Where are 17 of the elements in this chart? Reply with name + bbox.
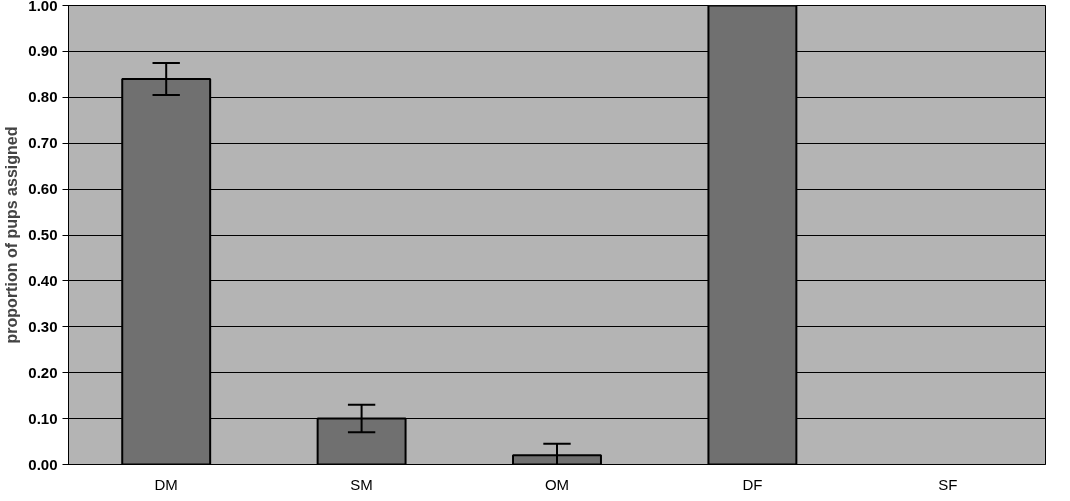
y-tick-label: 1.00	[28, 0, 58, 14]
y-tick-label: 0.50	[28, 226, 58, 243]
x-tick-label: SM	[350, 475, 373, 493]
y-tick-label: 0.30	[28, 317, 58, 335]
y-tick-label: 0.40	[28, 271, 58, 289]
y-axis-title: proportion of pups assigned	[3, 126, 21, 344]
x-tick-label: DF	[742, 475, 763, 493]
y-tick-label: 0.10	[28, 409, 58, 427]
y-tick-label: 0.90	[28, 42, 58, 60]
y-tick-label: 0.70	[28, 134, 58, 152]
x-tick-label: DM	[154, 475, 178, 493]
y-tick-label: 0.60	[28, 180, 58, 198]
x-tick-label: OM	[544, 475, 570, 493]
y-tick-label: 0.20	[28, 363, 58, 381]
x-tick-label: SF	[938, 475, 958, 493]
y-tick-label: 0.00	[28, 455, 58, 473]
y-tick-label: 0.80	[28, 88, 58, 106]
